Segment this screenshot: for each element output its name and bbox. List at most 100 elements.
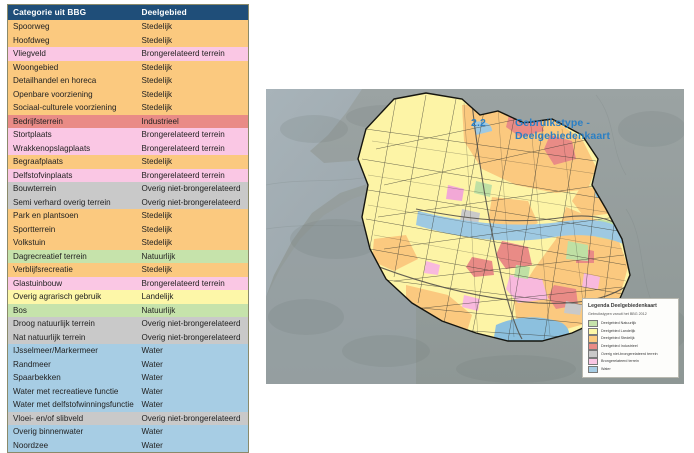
cell-deelgebied: Water bbox=[141, 427, 163, 437]
cell-categorie: Sociaal-culturele voorziening bbox=[13, 103, 117, 113]
legend-swatch bbox=[588, 350, 598, 358]
table-row: Glastuinbouw Brongerelateerd terrein bbox=[7, 276, 249, 290]
cell-deelgebied: Stedelijk bbox=[141, 238, 173, 248]
cell-categorie: Delfstofvinplaats bbox=[13, 170, 73, 180]
legend-item: Deelgebied Landelijk bbox=[588, 327, 674, 335]
table-row: Droog natuurlijk terrein Overig niet-bron… bbox=[7, 317, 249, 331]
cell-deelgebied: Overig niet-brongerelateerd bbox=[141, 319, 241, 329]
table-row: Wrakkenopslagplaats Brongerelateerd terre… bbox=[7, 141, 249, 155]
map-title-text: Gebruikstype - Deelgebiedenkaart bbox=[515, 117, 610, 143]
cell-categorie: Water met recreatieve functie bbox=[13, 386, 119, 396]
cell-categorie: Openbare voorziening bbox=[13, 89, 93, 99]
map-legend-box: Legenda Deelgebiedenkaart Gebruikstypen … bbox=[582, 298, 679, 378]
table-row: Woongebied Stedelijk bbox=[7, 60, 249, 74]
cell-categorie: Sportterrein bbox=[13, 224, 56, 234]
table-row: Randmeer Water bbox=[7, 357, 249, 371]
cell-deelgebied: Brongerelateerd terrein bbox=[141, 130, 225, 140]
table-row: Vloei- en/of slibveld Overig niet-bronger… bbox=[7, 411, 249, 425]
cell-categorie: Nat natuurlijk terrein bbox=[13, 332, 86, 342]
cell-categorie: Begraafplaats bbox=[13, 157, 63, 167]
deelgebieden-map-figure: 2.2 Gebruikstype - Deelgebiedenkaart Leg… bbox=[265, 88, 685, 385]
legend-title: Legenda Deelgebiedenkaart bbox=[588, 303, 657, 310]
legend-label: Deelgebied Industrieel bbox=[601, 343, 638, 348]
cell-deelgebied: Water bbox=[141, 359, 163, 369]
cell-deelgebied: Natuurlijk bbox=[141, 305, 176, 315]
table-row: Vliegveld Brongerelateerd terrein bbox=[7, 47, 249, 61]
legend-label: Deelgebied Stedelijk bbox=[601, 336, 635, 341]
map-title-line1: Gebruikstype - bbox=[515, 117, 590, 129]
table-row: Overig agrarisch gebruik Landelijk bbox=[7, 290, 249, 304]
cell-deelgebied: Water bbox=[141, 386, 163, 396]
table-row: Stortplaats Brongerelateerd terrein bbox=[7, 128, 249, 142]
cell-deelgebied: Stedelijk bbox=[141, 62, 173, 72]
table-row: Bouwterrein Overig niet-brongerelateerd bbox=[7, 182, 249, 196]
cell-deelgebied: Brongerelateerd terrein bbox=[141, 278, 225, 288]
cell-deelgebied: Overig niet-brongerelateerd bbox=[141, 332, 241, 342]
column-header-categorie: Categorie uit BBG bbox=[7, 4, 137, 20]
map-title-line2: Deelgebiedenkaart bbox=[515, 130, 611, 142]
table-row: Bedrijfsterrein Industrieel bbox=[7, 114, 249, 128]
cell-deelgebied: Stedelijk bbox=[141, 35, 173, 45]
legend-label: Brongerelateerd terrein bbox=[601, 359, 639, 364]
cell-categorie: Overig agrarisch gebruik bbox=[13, 292, 102, 302]
legend-label: Deelgebied Natuurlijk bbox=[601, 321, 637, 326]
legend-label: Water bbox=[601, 366, 611, 371]
table-row: Park en plantsoen Stedelijk bbox=[7, 209, 249, 223]
legend-item: Deelgebied Stedelijk bbox=[588, 335, 674, 343]
cell-deelgebied: Stedelijk bbox=[141, 211, 173, 221]
legend-swatch bbox=[588, 365, 598, 373]
legend-item: Overig niet-brongerelateerd terrein bbox=[588, 350, 674, 358]
cell-categorie: Water met delfstofwinningsfunctie bbox=[13, 400, 134, 410]
column-header-deelgebied: Deelgebied bbox=[136, 4, 249, 20]
table-row: Overig binnenwater Water bbox=[7, 425, 249, 439]
cell-categorie: Wrakkenopslagplaats bbox=[13, 143, 91, 153]
cell-deelgebied: Water bbox=[141, 400, 163, 410]
cell-deelgebied: Brongerelateerd terrein bbox=[141, 170, 225, 180]
cell-deelgebied: Stedelijk bbox=[141, 76, 173, 86]
table-row: Sportterrein Stedelijk bbox=[7, 222, 249, 236]
cell-deelgebied: Natuurlijk bbox=[141, 251, 176, 261]
cell-categorie: IJsselmeer/Markermeer bbox=[13, 346, 99, 356]
bbg-category-table: Categorie uit BBG Deelgebied Spoorweg Ste… bbox=[7, 4, 249, 453]
table-row: Nat natuurlijk terrein Overig niet-bronge… bbox=[7, 330, 249, 344]
cell-deelgebied: Stedelijk bbox=[141, 89, 173, 99]
table-row: Water met recreatieve functie Water bbox=[7, 384, 249, 398]
cell-deelgebied: Brongerelateerd terrein bbox=[141, 143, 225, 153]
table-row: Dagrecreatief terrein Natuurlijk bbox=[7, 249, 249, 263]
cell-deelgebied: Stedelijk bbox=[141, 103, 173, 113]
table-row: Delfstofvinplaats Brongerelateerd terrein bbox=[7, 168, 249, 182]
table-row: Noordzee Water bbox=[7, 438, 249, 453]
table-row: Detailhandel en horeca Stedelijk bbox=[7, 74, 249, 88]
table-row: Semi verhard overig terrein Overig niet-b… bbox=[7, 195, 249, 209]
cell-categorie: Overig binnenwater bbox=[13, 427, 84, 437]
legend-swatch bbox=[588, 357, 598, 366]
table-header-row: Categorie uit BBG Deelgebied bbox=[7, 4, 249, 20]
table-row: Spaarbekken Water bbox=[7, 371, 249, 385]
table-row: Volkstuin Stedelijk bbox=[7, 236, 249, 250]
cell-categorie: Verblijfsrecreatie bbox=[13, 265, 73, 275]
cell-categorie: Glastuinbouw bbox=[13, 278, 63, 288]
table-row: Spoorweg Stedelijk bbox=[7, 20, 249, 34]
cell-deelgebied: Industrieel bbox=[141, 116, 179, 126]
cell-deelgebied: Overig niet-brongerelateerd bbox=[141, 184, 241, 194]
cell-categorie: Stortplaats bbox=[13, 130, 52, 140]
cell-categorie: Park en plantsoen bbox=[13, 211, 79, 221]
cell-categorie: Hoofdweg bbox=[13, 35, 50, 45]
cell-deelgebied: Water bbox=[141, 373, 163, 383]
legend-swatch bbox=[588, 335, 598, 343]
cell-deelgebied: Water bbox=[141, 346, 163, 356]
legend-label: Deelgebied Landelijk bbox=[601, 328, 636, 333]
table-row: Verblijfsrecreatie Stedelijk bbox=[7, 263, 249, 277]
cell-categorie: Woongebied bbox=[13, 62, 59, 72]
legend-item: Deelgebied Natuurlijk bbox=[588, 319, 674, 328]
cell-categorie: Randmeer bbox=[13, 359, 51, 369]
legend-subtitle: Gebruikstypen vanuit het BBG 2012 bbox=[588, 311, 647, 316]
cell-deelgebied: Stedelijk bbox=[141, 157, 173, 167]
cell-categorie: Bedrijfsterrein bbox=[13, 116, 63, 126]
table-row: Sociaal-culturele voorziening Stedelijk bbox=[7, 101, 249, 115]
cell-categorie: Vloei- en/of slibveld bbox=[13, 413, 84, 423]
cell-deelgebied: Water bbox=[141, 440, 163, 450]
cell-deelgebied: Overig niet-brongerelateerd bbox=[141, 413, 241, 423]
cell-categorie: Bos bbox=[13, 305, 27, 315]
cell-categorie: Droog natuurlijk terrein bbox=[13, 319, 95, 329]
